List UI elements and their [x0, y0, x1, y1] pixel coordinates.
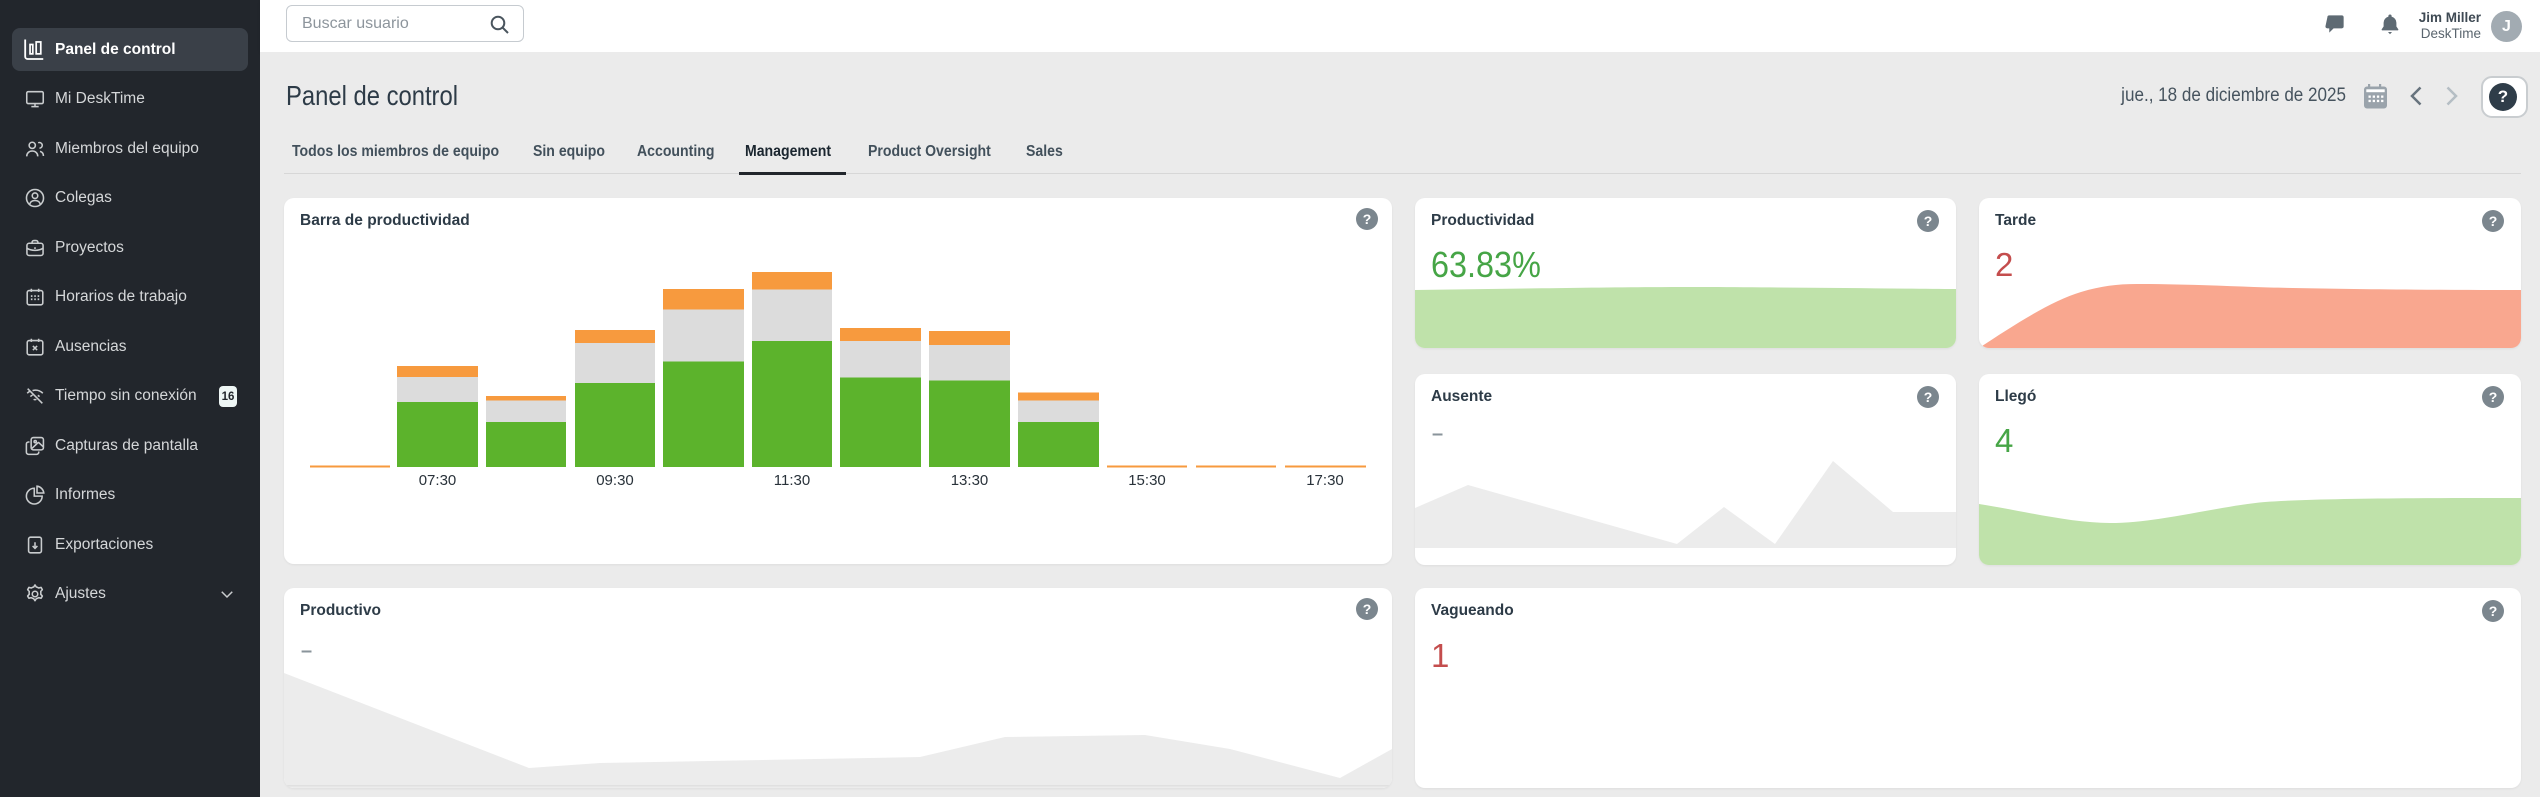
svg-text:11:30: 11:30	[774, 472, 810, 489]
svg-text:09:30: 09:30	[596, 472, 634, 489]
svg-text:07:30: 07:30	[419, 472, 457, 489]
svg-text:15:30: 15:30	[1128, 472, 1166, 489]
svg-text:13:30: 13:30	[951, 472, 989, 489]
svg-text:17:30: 17:30	[1306, 472, 1344, 489]
